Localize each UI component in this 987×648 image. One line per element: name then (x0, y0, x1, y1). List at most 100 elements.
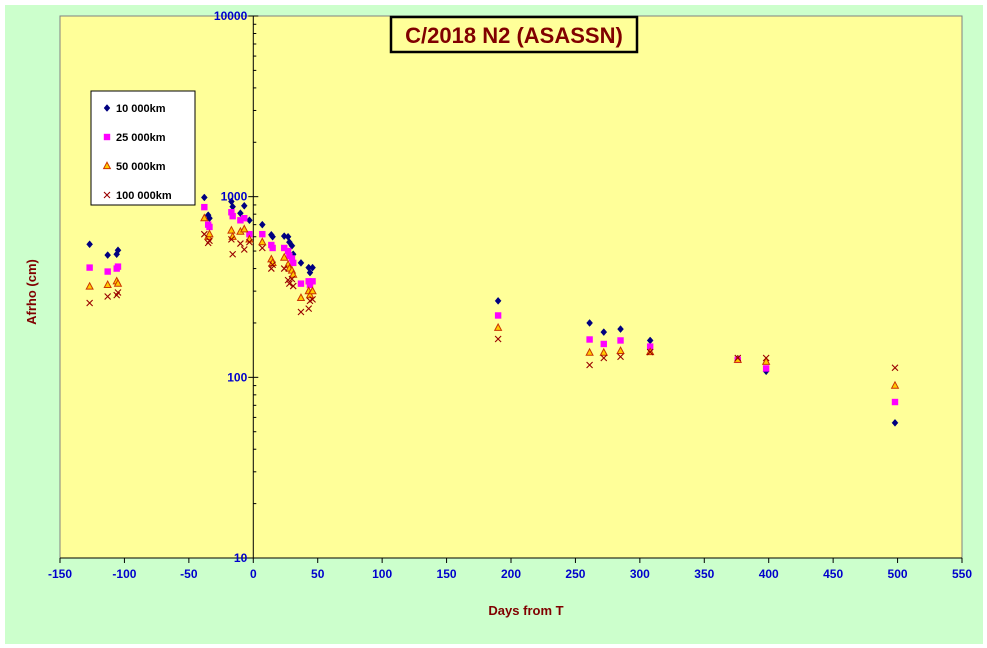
data-point (600, 354, 608, 362)
data-point (284, 247, 292, 255)
data-point (227, 236, 235, 243)
legend: 10 000km 25 000km 50 000km 100 000km (90, 90, 196, 206)
data-point (104, 268, 111, 275)
data-point (762, 354, 770, 362)
x-tick-label: 400 (759, 567, 779, 581)
data-point (494, 335, 502, 343)
axes (59, 15, 963, 563)
data-point (891, 398, 899, 406)
data-point (617, 337, 624, 344)
data-point (600, 328, 608, 336)
data-point (258, 237, 267, 246)
legend-label: 25 000km (116, 132, 166, 144)
x-tick-label: -100 (112, 567, 136, 581)
x-tick-label: 150 (437, 567, 457, 581)
data-point (86, 264, 93, 271)
data-point (309, 263, 316, 272)
data-point (237, 209, 244, 218)
data-point (762, 365, 770, 372)
y-tick-label: 10000 (214, 9, 248, 23)
data-point (617, 325, 624, 333)
tick-labels: -150 -100 -50 0 50 100 150 200 250 300 350 400 450 50… (48, 9, 972, 581)
data-point (237, 217, 244, 224)
data-point (227, 225, 236, 234)
data-point (599, 347, 609, 356)
data-point (290, 259, 297, 267)
x-tick-label: 200 (501, 567, 521, 581)
data-point (646, 343, 654, 350)
data-point (761, 356, 771, 365)
data-point (241, 214, 248, 222)
data-point (305, 305, 313, 313)
data-point (229, 250, 237, 258)
x-axis-label: Days from T (488, 603, 563, 618)
data-point (289, 282, 297, 290)
data-point (104, 293, 112, 300)
x-tick-label: 250 (565, 567, 585, 581)
series-1 (86, 203, 899, 406)
data-point (228, 231, 237, 240)
data-point (734, 354, 742, 362)
data-point (240, 224, 249, 233)
data-point (494, 296, 502, 305)
data-point (258, 220, 266, 229)
data-point (85, 281, 94, 290)
y-tick-label: 10 (234, 551, 248, 565)
data-point (288, 241, 296, 250)
data-point (890, 380, 900, 389)
data-point (86, 240, 93, 249)
legend-marker (103, 104, 111, 112)
data-point (309, 278, 316, 285)
x-tick-label: 450 (823, 567, 843, 581)
legend-marker (103, 133, 111, 141)
data-point (297, 280, 305, 287)
data-point (600, 340, 607, 348)
series-2 (85, 213, 900, 389)
legend-label: 50 000km (116, 161, 166, 173)
x-tick-label: 350 (694, 567, 714, 581)
data-point (240, 246, 248, 253)
data-point (586, 336, 593, 343)
data-point (279, 252, 289, 261)
data-point (585, 347, 594, 356)
legend-marker (103, 191, 111, 199)
data-point (269, 261, 277, 269)
data-point (206, 237, 213, 245)
data-point (258, 244, 266, 252)
data-point (246, 238, 253, 246)
data-point (288, 255, 296, 262)
data-point (297, 259, 305, 267)
data-point (309, 296, 316, 303)
data-point (200, 213, 209, 222)
data-point (103, 279, 112, 288)
data-point (646, 348, 654, 356)
x-tick-label: 100 (372, 567, 392, 581)
data-point (616, 346, 625, 355)
data-point (206, 223, 213, 231)
data-point (86, 299, 94, 307)
data-point (306, 268, 314, 277)
data-point (306, 281, 314, 289)
data-point (586, 361, 593, 369)
data-point (891, 364, 899, 372)
data-point (586, 319, 593, 327)
data-point (205, 229, 214, 238)
data-point (308, 286, 317, 295)
data-point (891, 418, 899, 427)
x-tick-label: 300 (630, 567, 650, 581)
data-point (280, 265, 288, 272)
y-tick-label: 100 (227, 370, 247, 384)
afrho-chart: -150 -100 -50 0 50 100 150 200 250 300 350 400 450 50… (24, 9, 972, 618)
x-tick-label: 50 (311, 567, 325, 581)
data-point (246, 230, 253, 238)
chart-title: C/2018 N2 (ASASSN) (405, 23, 623, 48)
data-point (114, 289, 122, 296)
legend-label: 100 000km (116, 190, 172, 202)
data-point (200, 193, 208, 202)
data-point (288, 275, 296, 283)
data-point (229, 212, 236, 220)
data-point (200, 230, 208, 238)
data-point (114, 246, 122, 255)
y-axis-label: Afrho (cm) (24, 259, 39, 325)
x-tick-label: -150 (48, 567, 72, 581)
